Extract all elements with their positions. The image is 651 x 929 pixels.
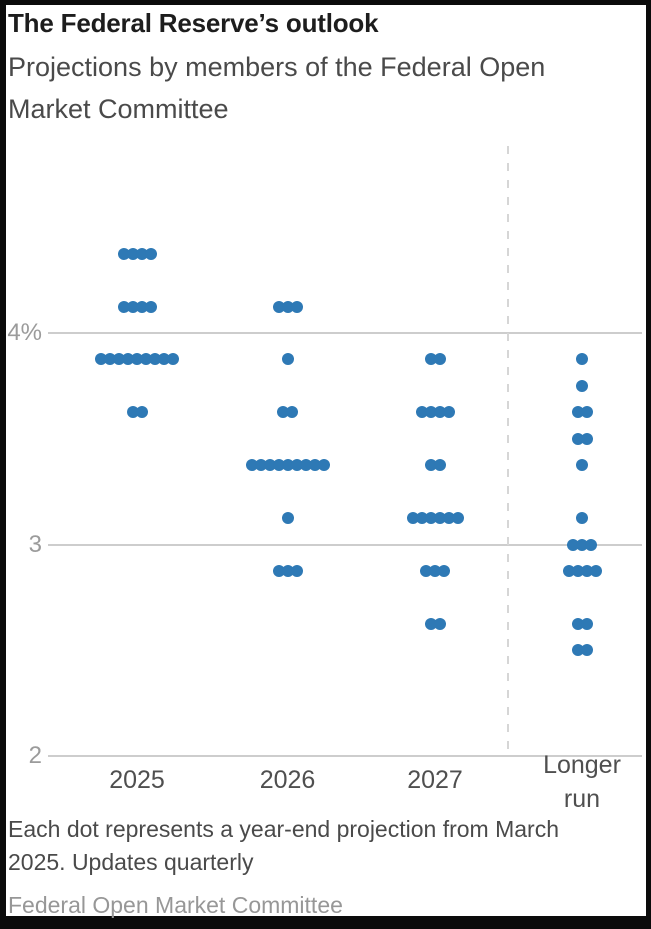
chart-footnote: Each dot represents a year-end projectio…: [8, 816, 559, 875]
chart-source: Federal Open Market Committee: [8, 892, 343, 918]
chart-card: [6, 5, 646, 916]
chart-subtitle: Projections by members of the Federal Op…: [8, 52, 546, 124]
chart-title: The Federal Reserve’s outlook: [8, 8, 379, 38]
